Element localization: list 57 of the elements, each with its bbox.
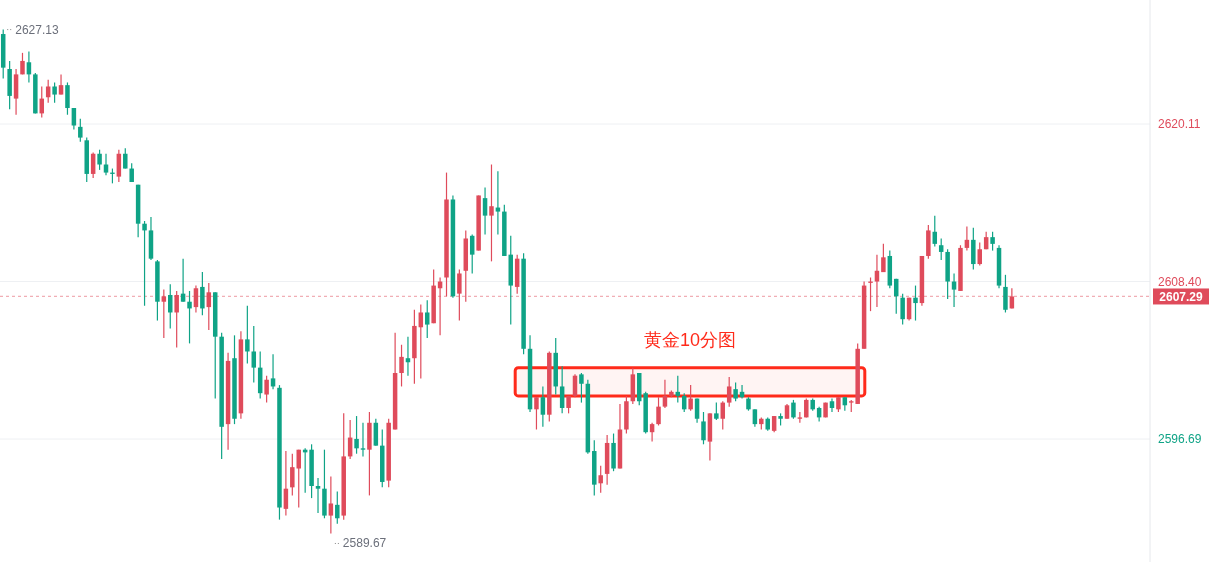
candlestick [726, 376, 732, 408]
candlestick [482, 186, 488, 236]
y-tick-label: 2608.40 [1158, 274, 1202, 289]
candlestick [315, 477, 321, 514]
candlestick [161, 289, 167, 339]
candlestick [881, 243, 886, 273]
candlestick [791, 399, 796, 420]
candlestick [174, 290, 179, 349]
candlestick [457, 268, 462, 322]
candlestick [534, 396, 539, 431]
candlestick [123, 147, 128, 170]
candlestick [335, 490, 340, 525]
candlestick [360, 422, 366, 458]
candlestick [900, 293, 905, 326]
candlestick [328, 475, 334, 535]
annotation: 2627.13 [15, 22, 59, 37]
candlestick [200, 271, 205, 316]
candlestick [656, 396, 661, 427]
candlestick [418, 303, 424, 379]
candlestick [1003, 274, 1008, 314]
candlestick [540, 385, 546, 428]
candlestick [688, 384, 693, 412]
candlestick [52, 81, 57, 104]
candlestick [97, 149, 102, 171]
candlestick [977, 241, 982, 266]
candlestick [990, 231, 995, 252]
candlestick [733, 381, 738, 402]
candlestick [797, 411, 803, 424]
candlestick [354, 415, 359, 455]
candlestick [489, 163, 494, 262]
candlestick [424, 299, 430, 339]
candlestick [187, 290, 192, 345]
candlestick [662, 379, 668, 409]
y-tick-label: 2620.11 [1158, 117, 1201, 132]
candlestick [874, 254, 880, 308]
candlestick [559, 365, 565, 414]
candlestick [245, 305, 250, 365]
candlestick [399, 344, 404, 388]
candlestick [913, 284, 918, 322]
candlestick [251, 325, 257, 384]
ref-line-label: 2607.29 [1159, 289, 1204, 304]
candlestick [938, 237, 944, 261]
candlestick [78, 118, 83, 143]
candlestick [701, 411, 706, 445]
candlestick [142, 220, 147, 307]
candlestick [65, 81, 70, 116]
band-label: 黄金10分图 [643, 329, 737, 350]
y-tick-label: 2596.69 [1158, 432, 1202, 447]
candlestick [598, 465, 603, 494]
candlestick [58, 73, 64, 96]
candlestick [264, 375, 269, 404]
candlestick [579, 372, 584, 404]
candlestick [45, 79, 51, 104]
candlestick [71, 107, 77, 131]
annotation: 2589.67 [342, 536, 387, 551]
candlestick [168, 283, 173, 330]
candlestick [206, 282, 212, 331]
